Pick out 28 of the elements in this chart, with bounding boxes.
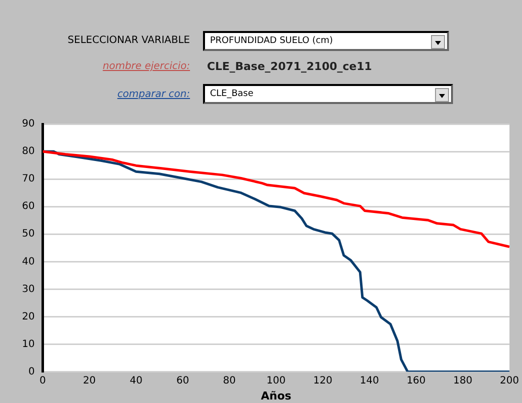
x-tick-label: 40 [130, 375, 142, 386]
x-axis-title: Años [260, 389, 292, 402]
y-tick-label: 40 [22, 256, 35, 268]
y-tick-label: 30 [22, 284, 35, 295]
text: CLE_Base [210, 89, 254, 99]
text: SELECCIONAR VARIABLE [66, 35, 190, 46]
y-tick-label: 50 [22, 228, 35, 240]
x-tick-label: 120 [313, 375, 332, 386]
text: nombre ejercicio: [102, 61, 190, 72]
y-tick-label: 70 [22, 174, 35, 185]
x-tick-label: 100 [266, 375, 286, 386]
x-tick-label: 180 [453, 375, 472, 386]
x-tick-label: 160 [406, 375, 426, 386]
y-tick-label: 60 [22, 201, 35, 212]
x-tick-label: 20 [83, 375, 96, 386]
y-tick-label: 10 [22, 338, 35, 350]
text: comparar con: [116, 89, 190, 100]
y-tick-label: 0 [28, 366, 35, 378]
x-tick-label: 0 [40, 375, 46, 386]
x-tick-label: 80 [223, 375, 236, 386]
y-tick-label: 90 [22, 118, 35, 130]
text: CLE_Base_2071_2100_ce11 [207, 60, 372, 73]
text: PROFUNDIDAD SUELO (cm) [210, 36, 333, 46]
y-tick-label: 20 [22, 311, 35, 322]
x-tick-label: 60 [176, 375, 190, 386]
x-tick-label: 140 [360, 375, 379, 386]
x-tick-label: 200 [500, 375, 520, 386]
y-tick-label: 80 [22, 146, 35, 158]
